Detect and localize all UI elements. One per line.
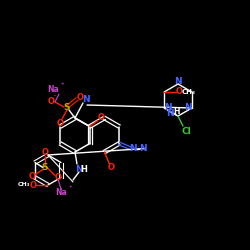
Text: O: O xyxy=(30,180,36,190)
Text: H: H xyxy=(80,166,87,174)
Text: N: N xyxy=(82,96,90,104)
Text: O: O xyxy=(54,173,62,182)
Text: O: O xyxy=(56,118,64,128)
Text: Na: Na xyxy=(47,84,59,94)
Text: S: S xyxy=(42,163,48,172)
Text: O: O xyxy=(97,113,104,122)
Text: ⁻: ⁻ xyxy=(52,94,56,100)
Text: N: N xyxy=(139,144,147,153)
Text: O: O xyxy=(76,92,84,102)
Text: N: N xyxy=(164,104,172,112)
Text: N: N xyxy=(75,166,83,174)
Text: S: S xyxy=(64,102,70,112)
Text: Na: Na xyxy=(55,188,67,197)
Text: O: O xyxy=(42,148,48,157)
Text: N: N xyxy=(174,76,182,86)
Text: Cl: Cl xyxy=(181,126,191,136)
Text: O: O xyxy=(108,164,115,172)
Text: CH₃: CH₃ xyxy=(181,89,195,95)
Text: O: O xyxy=(48,98,54,106)
Text: ⁺: ⁺ xyxy=(60,83,64,89)
Text: N: N xyxy=(184,104,192,112)
Text: ⁻: ⁻ xyxy=(60,170,64,175)
Text: CH₃: CH₃ xyxy=(18,182,30,188)
Text: H: H xyxy=(173,106,180,116)
Text: O: O xyxy=(176,88,183,96)
Text: O: O xyxy=(28,172,35,181)
Text: N: N xyxy=(166,108,174,118)
Text: N: N xyxy=(129,144,137,153)
Text: ⁺: ⁺ xyxy=(68,186,72,192)
